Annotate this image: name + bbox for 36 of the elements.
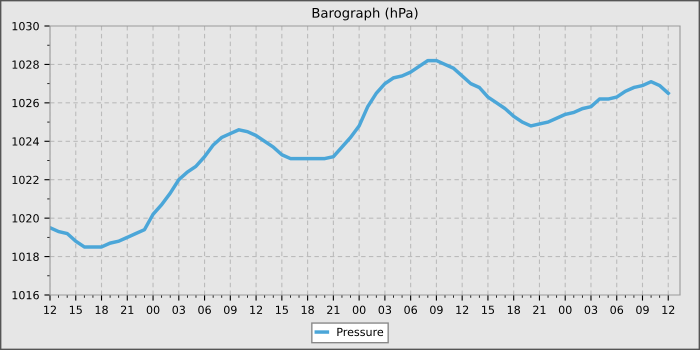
y-tick-label: 1020 <box>12 214 39 223</box>
x-tick-label: 12 <box>456 306 468 314</box>
x-tick-label: 15 <box>70 306 82 314</box>
x-tick-label: 21 <box>327 306 340 314</box>
x-tick-label: 21 <box>121 306 134 314</box>
x-tick-label: 00 <box>146 306 160 314</box>
x-tick-label: 18 <box>302 306 314 314</box>
y-tick-label: 1028 <box>12 60 39 69</box>
x-tick-label: 12 <box>250 306 262 314</box>
x-tick-label: 00 <box>352 306 366 314</box>
x-tick-label: 15 <box>276 306 288 314</box>
x-tick-label: 15 <box>482 306 494 314</box>
line-series <box>50 58 670 249</box>
x-tick-label: 18 <box>96 306 108 314</box>
y-tick-label: 1030 <box>12 22 39 30</box>
x-tick-label: 12 <box>662 306 674 314</box>
x-tick-label: 00 <box>558 306 572 314</box>
x-tick-label: 18 <box>508 306 520 314</box>
y-tick-label: 1022 <box>12 176 38 184</box>
x-tick-label: 06 <box>610 306 624 314</box>
x-tick-label: 21 <box>533 306 546 314</box>
x-tick-label: 06 <box>198 306 211 314</box>
x-tick-label: 03 <box>172 306 185 314</box>
x-tick-label: 09 <box>636 306 649 314</box>
x-tick-label: 03 <box>584 306 598 314</box>
legend-label: Pressure <box>337 328 384 336</box>
x-tick-label: 06 <box>404 306 418 314</box>
x-tick-label: 09 <box>224 306 237 314</box>
x-tick-label: 09 <box>430 306 443 314</box>
y-tick-label: 1016 <box>12 290 39 300</box>
x-tick-label: 03 <box>378 306 392 314</box>
y-tick-label: 1018 <box>12 252 39 261</box>
y-tick-label: 1026 <box>12 98 39 108</box>
chart-title: Barograph (hPa) <box>312 8 418 20</box>
y-tick-label: 1024 <box>12 137 39 146</box>
x-tick-label: 12 <box>44 306 56 314</box>
